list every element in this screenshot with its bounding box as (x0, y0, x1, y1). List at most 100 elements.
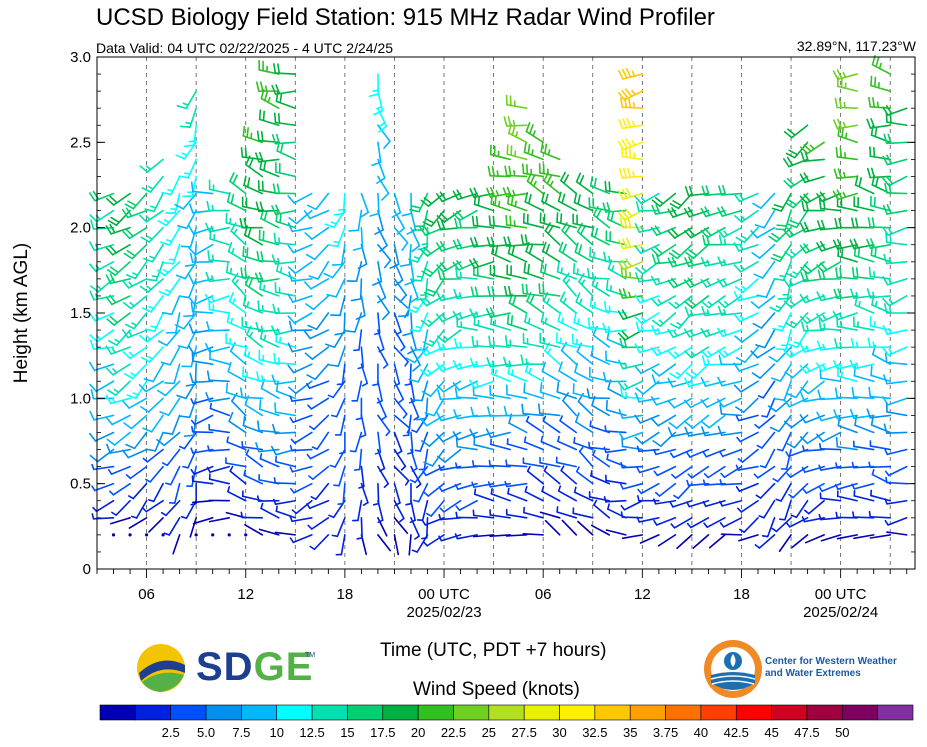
wind-barb-staff (185, 209, 197, 230)
wind-barb-staff (421, 380, 429, 402)
xtick-label: 18 (337, 586, 354, 603)
wind-barb (490, 194, 511, 212)
wind-barb (799, 312, 825, 325)
colorbar-tick-label: 40 (694, 725, 708, 740)
wind-barb-staff (506, 482, 528, 488)
wind-barb (309, 534, 330, 551)
wind-barb (306, 499, 330, 510)
wind-barb-staff (245, 163, 264, 178)
wind-barb (258, 109, 280, 127)
wind-barb-staff (539, 461, 561, 468)
wind-barb-half-feather (164, 289, 172, 293)
wind-barb-feather (178, 175, 190, 179)
wind-barb-staff (133, 312, 148, 330)
wind-barb-half-feather (149, 255, 156, 260)
wind-barb (144, 465, 164, 483)
wind-barb (288, 320, 313, 332)
wind-barb (634, 223, 660, 233)
wind-barb-feather (667, 427, 674, 438)
wind-barb-staff (393, 465, 410, 482)
wind-barb-staff (357, 499, 363, 522)
wind-barb-feather (528, 193, 532, 205)
wind-barb-feather (596, 208, 602, 219)
wind-barb-feather (833, 168, 839, 180)
wind-barb-feather (769, 306, 780, 313)
wind-barb-feather (271, 254, 277, 265)
wind-barb (733, 192, 759, 203)
xtick-label: 18 (733, 586, 750, 603)
wind-barb-half-feather (246, 301, 250, 308)
wind-barb-feather (452, 190, 459, 201)
wind-barb-feather (523, 262, 527, 274)
wind-barb-feather (841, 247, 844, 258)
wind-barb-staff (115, 499, 131, 516)
wind-barb-staff (759, 482, 776, 499)
wind-barb-feather (774, 398, 786, 401)
wind-barb-half-feather (719, 478, 723, 486)
wind-barb-staff (393, 209, 405, 229)
wind-barb (739, 516, 759, 533)
wind-barb-staff (743, 516, 759, 533)
wind-barb (800, 151, 825, 162)
wind-barb-feather (561, 193, 566, 204)
wind-barb-feather (835, 267, 839, 278)
wind-barb-staff (505, 124, 528, 127)
wind-barb (508, 123, 528, 144)
wind-barb-staff (792, 482, 809, 499)
wind-barb-staff (737, 414, 759, 422)
wind-barb-staff (791, 363, 809, 379)
wind-barb-staff (557, 440, 578, 451)
wind-barb-staff (192, 397, 214, 405)
wind-barb-feather (422, 221, 433, 227)
wind-barb (717, 425, 743, 437)
wind-barb (733, 291, 759, 302)
wind-barb (273, 477, 297, 485)
sdge-trademark: TM (305, 652, 316, 659)
wind-barb-half-feather (190, 419, 196, 426)
wind-barb-feather (800, 146, 809, 155)
wind-barb-feather (634, 414, 642, 424)
wind-barb-staff (606, 458, 627, 468)
wind-barb-staff (472, 465, 495, 468)
wind-barb (490, 488, 511, 502)
wind-barb (190, 301, 214, 314)
wind-barb-feather (381, 192, 390, 201)
wind-barb (260, 502, 280, 519)
wind-barb-staff (192, 226, 214, 235)
wind-barb-staff (275, 510, 297, 519)
wind-barb-feather (625, 67, 632, 78)
wind-barb-half-feather (182, 465, 189, 469)
wind-barb-staff (457, 431, 478, 441)
wind-barb-feather (574, 412, 580, 423)
wind-barb-staff (337, 346, 346, 367)
wind-barb-half-feather (163, 532, 171, 536)
wind-barb (557, 191, 578, 212)
wind-barb-feather (305, 253, 316, 261)
wind-barb (418, 448, 429, 471)
wind-barb-feather (189, 372, 194, 384)
wind-barb-feather (882, 297, 891, 307)
wind-barb-feather (651, 325, 657, 336)
wind-barb-half-feather (226, 436, 229, 443)
wind-barb-staff (146, 448, 164, 463)
wind-barb (172, 534, 181, 555)
wind-barb-feather (700, 207, 707, 218)
wind-barb-feather (140, 405, 150, 413)
colorbar-swatch (806, 704, 843, 721)
wind-barb (619, 217, 644, 229)
wind-barb (635, 272, 660, 283)
wind-barb-feather (287, 293, 294, 303)
wind-barb-staff (692, 414, 710, 429)
wind-barb-feather (667, 399, 676, 409)
wind-barb-staff (292, 534, 313, 544)
wind-barb-staff (763, 499, 776, 519)
wind-barb-staff (171, 295, 181, 316)
wind-barb (161, 448, 181, 467)
wind-barb-staff (870, 254, 892, 263)
wind-barb-staff (427, 482, 445, 497)
wind-barb-feather (175, 274, 187, 280)
wind-barb-staff (739, 260, 759, 273)
wind-barb-staff (242, 424, 264, 434)
wind-barb-feather (279, 92, 283, 104)
wind-barb (684, 414, 710, 429)
